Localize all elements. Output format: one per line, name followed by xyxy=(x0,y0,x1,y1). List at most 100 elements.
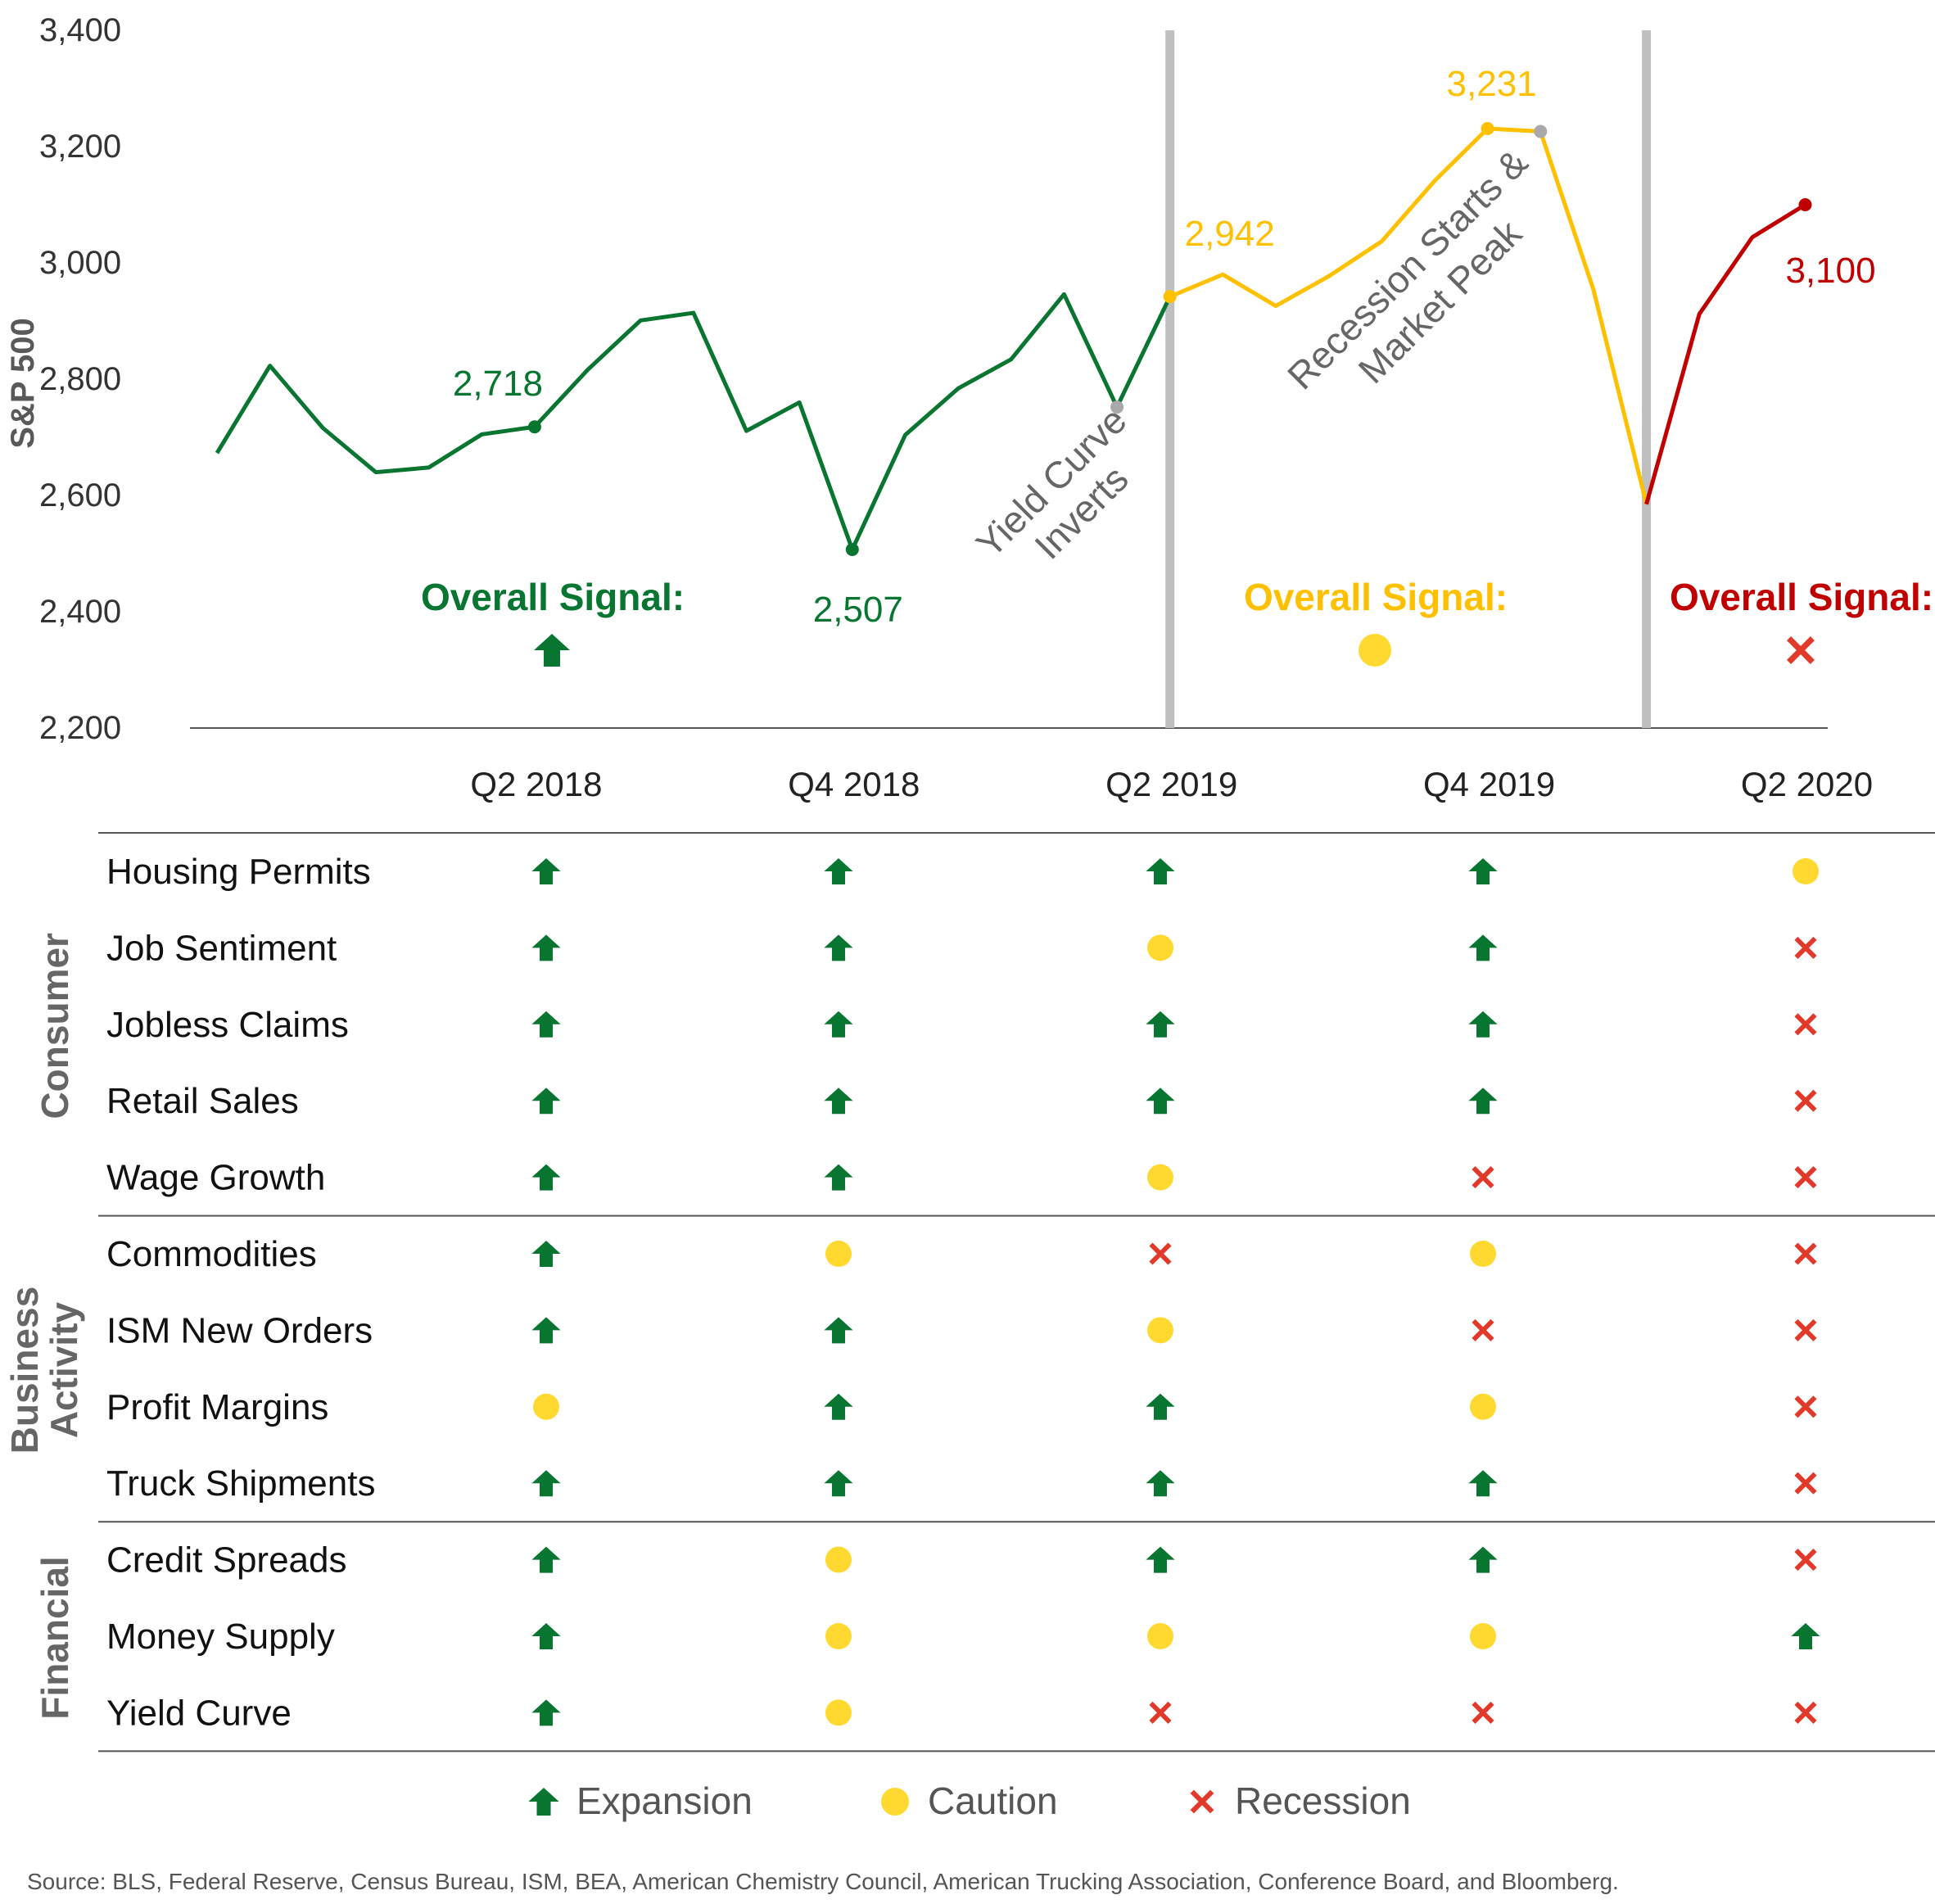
x-mark-icon xyxy=(1794,1089,1817,1112)
yellow-circle-icon xyxy=(1470,1241,1496,1267)
up-arrow-icon xyxy=(531,1088,561,1115)
y-axis-title: S&P 500 xyxy=(5,318,41,448)
up-arrow-icon xyxy=(824,1470,853,1497)
signal-cell xyxy=(1147,934,1173,961)
signal-cell xyxy=(1468,934,1498,961)
x-mark-icon xyxy=(1794,1242,1817,1265)
signal-cell xyxy=(1470,1393,1496,1420)
series-line-recession xyxy=(1644,202,1806,505)
up-arrow-icon xyxy=(531,1011,561,1038)
signal-cell xyxy=(1472,1318,1494,1341)
x-tick-label: Q4 2019 xyxy=(1423,765,1555,803)
signal-cell xyxy=(1794,1013,1817,1036)
up-arrow-icon xyxy=(1468,1470,1498,1497)
signal-cell xyxy=(531,1546,561,1573)
signal-cell xyxy=(1472,1701,1494,1724)
x-mark-icon xyxy=(1472,1166,1494,1189)
up-arrow-icon xyxy=(1468,1011,1498,1038)
yellow-circle-icon xyxy=(1470,1393,1496,1420)
up-arrow-icon xyxy=(824,1164,853,1191)
signal-cell xyxy=(1146,858,1175,884)
legend-label: Caution xyxy=(928,1780,1058,1822)
up-arrow-icon xyxy=(824,1317,853,1344)
group-label-line: Financial xyxy=(34,1556,76,1719)
y-tick-label: 2,200 xyxy=(39,710,121,746)
up-arrow-icon xyxy=(1468,1088,1498,1115)
up-arrow-icon xyxy=(824,1088,853,1115)
signal-cell xyxy=(531,1623,561,1649)
up-arrow-icon xyxy=(1146,1546,1175,1573)
yellow-circle-icon xyxy=(1147,1164,1173,1191)
signal-cell xyxy=(824,1470,853,1497)
indicator-label: ISM New Orders xyxy=(106,1310,373,1350)
signal-cell xyxy=(1794,936,1817,959)
signal-cell xyxy=(1468,1546,1498,1573)
signal-cell xyxy=(1468,1470,1498,1497)
group-label-line: Business xyxy=(3,1287,46,1454)
overall-signal-icon xyxy=(1359,634,1391,667)
up-arrow-icon xyxy=(1146,1470,1175,1497)
up-arrow-icon xyxy=(1146,858,1175,884)
x-mark-icon xyxy=(1794,1549,1817,1572)
signal-cell xyxy=(1146,1393,1175,1420)
yellow-circle-icon xyxy=(825,1241,852,1267)
group-label-0: Consumer xyxy=(34,933,76,1119)
signal-cell xyxy=(1468,858,1498,884)
legend-label: Expansion xyxy=(576,1780,753,1822)
y-tick-label: 2,400 xyxy=(39,594,121,630)
group-label-2: Financial xyxy=(34,1556,76,1719)
legend-label: Recession xyxy=(1235,1780,1411,1822)
x-mark-icon xyxy=(1794,1472,1817,1495)
x-mark-icon xyxy=(1149,1242,1172,1265)
signal-cell xyxy=(825,1699,852,1726)
indicator-label: Credit Spreads xyxy=(106,1540,346,1581)
y-tick-label: 2,800 xyxy=(39,361,121,397)
data-label: 3,231 xyxy=(1447,64,1537,104)
x-tick-label: Q2 2020 xyxy=(1741,765,1873,803)
legend-icon xyxy=(528,1788,559,1816)
event-annotation-recession-start: Recession Starts &Market Peak xyxy=(1279,141,1535,397)
x-mark-icon xyxy=(1787,636,1815,664)
signal-cell xyxy=(1793,858,1819,884)
signal-cell xyxy=(1794,1472,1817,1495)
x-mark-icon xyxy=(1190,1789,1214,1814)
signal-cell xyxy=(1147,1317,1173,1344)
signal-cell xyxy=(1146,1011,1175,1038)
overall-signal-label: Overall Signal: xyxy=(421,576,685,618)
signal-cell xyxy=(824,1393,853,1420)
signal-cell xyxy=(824,1164,853,1191)
signal-cell xyxy=(1794,1242,1817,1265)
yellow-circle-icon xyxy=(1147,1623,1173,1649)
signal-cell xyxy=(1470,1241,1496,1267)
signal-cell xyxy=(531,1241,561,1267)
up-arrow-icon xyxy=(531,858,561,884)
signal-cell xyxy=(824,1011,853,1038)
signal-cell xyxy=(1470,1623,1496,1649)
signal-cell xyxy=(824,1088,853,1115)
signal-cell xyxy=(1149,1242,1172,1265)
up-arrow-icon xyxy=(531,1164,561,1191)
signal-cell xyxy=(1794,1089,1817,1112)
x-tick-label: Q2 2019 xyxy=(1105,765,1237,803)
up-arrow-icon xyxy=(1146,1088,1175,1115)
signal-cell xyxy=(531,1164,561,1191)
signal-cell xyxy=(1794,1395,1817,1418)
up-arrow-icon xyxy=(531,934,561,961)
signal-cell xyxy=(1146,1546,1175,1573)
signal-cell xyxy=(1147,1164,1173,1191)
overall-signal-icon xyxy=(534,634,570,667)
data-point xyxy=(1798,198,1812,211)
data-label: 2,942 xyxy=(1185,214,1275,254)
signal-cell xyxy=(825,1623,852,1649)
group-label-line: Consumer xyxy=(34,933,76,1119)
indicator-label: Housing Permits xyxy=(106,852,371,892)
signal-cell xyxy=(531,1470,561,1497)
x-tick-label: Q2 2018 xyxy=(470,765,602,803)
x-mark-icon xyxy=(1794,936,1817,959)
signal-cell xyxy=(824,858,853,884)
signal-cell xyxy=(531,1317,561,1344)
up-arrow-icon xyxy=(1146,1393,1175,1420)
up-arrow-icon xyxy=(528,1788,559,1816)
yellow-circle-icon xyxy=(825,1623,852,1649)
up-arrow-icon xyxy=(1468,858,1498,884)
